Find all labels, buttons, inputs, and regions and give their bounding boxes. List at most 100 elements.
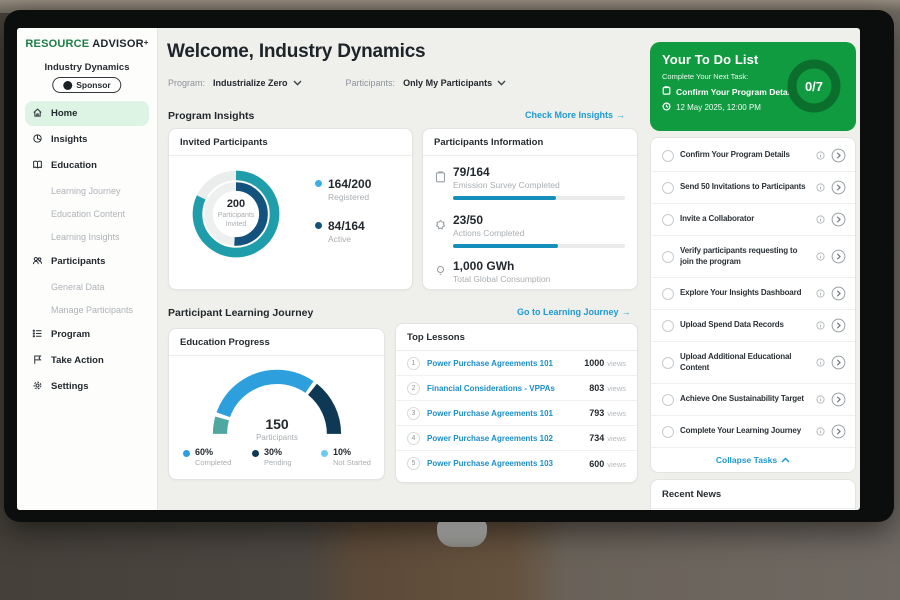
sidebar-item-label: General Data [51, 282, 105, 292]
program-filter-dropdown[interactable]: Industrialize Zero [213, 78, 302, 88]
org-name: Industry Dynamics [17, 62, 157, 73]
views-suffix: views [607, 384, 626, 393]
arrow-right-icon: → [616, 110, 625, 120]
info-icon[interactable] [816, 252, 825, 261]
lesson-views: 803 [589, 383, 604, 393]
task-row-invite-collaborator[interactable]: Invite a Collaborator [651, 204, 855, 236]
sidebar-item-label: Program [51, 329, 90, 340]
collapse-tasks-link[interactable]: Collapse Tasks [651, 448, 855, 465]
task-label: Send 50 Invitations to Participants [680, 182, 810, 192]
lesson-link[interactable]: Power Purchase Agreements 103 [427, 459, 582, 468]
lesson-views: 1000 [584, 358, 604, 368]
task-checkbox[interactable] [662, 394, 674, 406]
task-row-confirm-program-details[interactable]: Confirm Your Program Details [651, 140, 855, 172]
sidebar-item-manage-participants[interactable]: Manage Participants [25, 298, 149, 321]
chevron-right-icon[interactable] [831, 180, 846, 195]
task-row-upload-educational-content[interactable]: Upload Additional Educational Content [651, 342, 855, 384]
task-label: Complete Your Learning Journey [680, 426, 810, 436]
chevron-right-icon[interactable] [831, 212, 846, 227]
task-label: Explore Your Insights Dashboard [680, 288, 810, 298]
sidebar-item-learning-journey[interactable]: Learning Journey [25, 179, 149, 202]
lesson-views: 734 [589, 433, 604, 443]
lesson-link[interactable]: Financial Considerations - VPPAs [427, 384, 582, 393]
info-icon[interactable] [816, 183, 825, 192]
chevron-right-icon[interactable] [831, 392, 846, 407]
brand-secondary: ADVISOR [92, 38, 144, 50]
chevron-right-icon[interactable] [831, 424, 846, 439]
views-suffix: views [607, 460, 626, 469]
sidebar-item-program[interactable]: Program [25, 322, 149, 347]
legend-item-pending: 30% Pending [252, 447, 321, 467]
check-more-insights-link[interactable]: Check More Insights→ [525, 110, 625, 120]
lesson-link[interactable]: Power Purchase Agreements 102 [427, 434, 582, 443]
task-checkbox[interactable] [662, 357, 674, 369]
task-label: Achieve One Sustainability Target [680, 394, 810, 404]
sidebar-item-education[interactable]: Education [25, 153, 149, 178]
go-to-learning-journey-link[interactable]: Go to Learning Journey→ [517, 307, 631, 317]
survey-icon [435, 165, 446, 200]
invited-participants-donut-chart: 200 Participants Invited [183, 161, 289, 267]
todo-next-task: Confirm Your Program Details [676, 87, 797, 97]
task-checkbox[interactable] [662, 320, 674, 332]
chevron-right-icon[interactable] [831, 318, 846, 333]
recent-news-card: Recent News [650, 479, 856, 510]
task-checkbox[interactable] [662, 182, 674, 194]
sidebar-item-general-data[interactable]: General Data [25, 275, 149, 298]
sidebar-item-label: Home [51, 108, 77, 119]
task-row-upload-spend-data[interactable]: Upload Spend Data Records [651, 310, 855, 342]
chevron-down-icon [293, 80, 302, 86]
dashboard-screen: RESOURCE ADVISOR+ Industry Dynamics Spon… [17, 28, 860, 510]
info-icon[interactable] [816, 215, 825, 224]
task-row-complete-learning-journey[interactable]: Complete Your Learning Journey [651, 416, 855, 448]
lesson-link[interactable]: Power Purchase Agreements 101 [427, 409, 582, 418]
take-action-icon [32, 354, 43, 368]
info-icon[interactable] [816, 427, 825, 436]
info-icon[interactable] [816, 321, 825, 330]
task-row-send-invitations[interactable]: Send 50 Invitations to Participants [651, 172, 855, 204]
info-icon[interactable] [816, 395, 825, 404]
chevron-right-icon[interactable] [831, 355, 846, 370]
chevron-right-icon[interactable] [831, 249, 846, 264]
sidebar-item-settings[interactable]: Settings [25, 374, 149, 399]
sidebar-item-label: Learning Journey [51, 186, 121, 196]
lesson-link[interactable]: Power Purchase Agreements 101 [427, 359, 577, 368]
chevron-right-icon[interactable] [831, 148, 846, 163]
info-icon[interactable] [816, 289, 825, 298]
stat-value: 79/164 [453, 165, 625, 179]
task-label: Invite a Collaborator [680, 214, 810, 224]
monitor-bezel: RESOURCE ADVISOR+ Industry Dynamics Spon… [4, 10, 894, 522]
legend-dot [315, 180, 322, 187]
info-icon[interactable] [816, 358, 825, 367]
task-label: Verify participants requesting to join t… [680, 246, 810, 267]
actions-progress-bar [453, 244, 625, 248]
sidebar-item-label: Take Action [51, 355, 104, 366]
task-checkbox[interactable] [662, 426, 674, 438]
task-row-explore-insights[interactable]: Explore Your Insights Dashboard [651, 278, 855, 310]
sidebar-item-learning-insights[interactable]: Learning Insights [25, 225, 149, 248]
sidebar-item-home[interactable]: Home [25, 101, 149, 126]
chevron-right-icon[interactable] [831, 286, 846, 301]
sidebar-item-education-content[interactable]: Education Content [25, 202, 149, 225]
page-title: Welcome, Industry Dynamics [167, 41, 425, 63]
lesson-views: 600 [589, 459, 604, 469]
brand-primary: RESOURCE [25, 38, 89, 50]
sidebar-item-participants[interactable]: Participants [25, 249, 149, 274]
task-row-verify-participants[interactable]: Verify participants requesting to join t… [651, 236, 855, 278]
stat-value: 23/50 [453, 213, 625, 227]
legend-value: 30% [264, 447, 292, 457]
task-checkbox[interactable] [662, 251, 674, 263]
sidebar-item-take-action[interactable]: Take Action [25, 348, 149, 373]
participants-filter-dropdown[interactable]: Only My Participants [403, 78, 506, 88]
todo-progress-value: 0/7 [783, 55, 845, 117]
task-checkbox[interactable] [662, 214, 674, 226]
education-progress-gauge-chart: 150 Participants [201, 356, 353, 442]
gauge-center-label: Participants [201, 433, 353, 442]
program-filter-value: Industrialize Zero [213, 78, 288, 88]
task-checkbox[interactable] [662, 150, 674, 162]
info-icon[interactable] [816, 151, 825, 160]
task-row-achieve-sustainability-target[interactable]: Achieve One Sustainability Target [651, 384, 855, 416]
brand-logo[interactable]: RESOURCE ADVISOR+ [17, 38, 157, 50]
sidebar-item-insights[interactable]: Insights [25, 127, 149, 152]
views-suffix: views [607, 409, 626, 418]
task-checkbox[interactable] [662, 288, 674, 300]
